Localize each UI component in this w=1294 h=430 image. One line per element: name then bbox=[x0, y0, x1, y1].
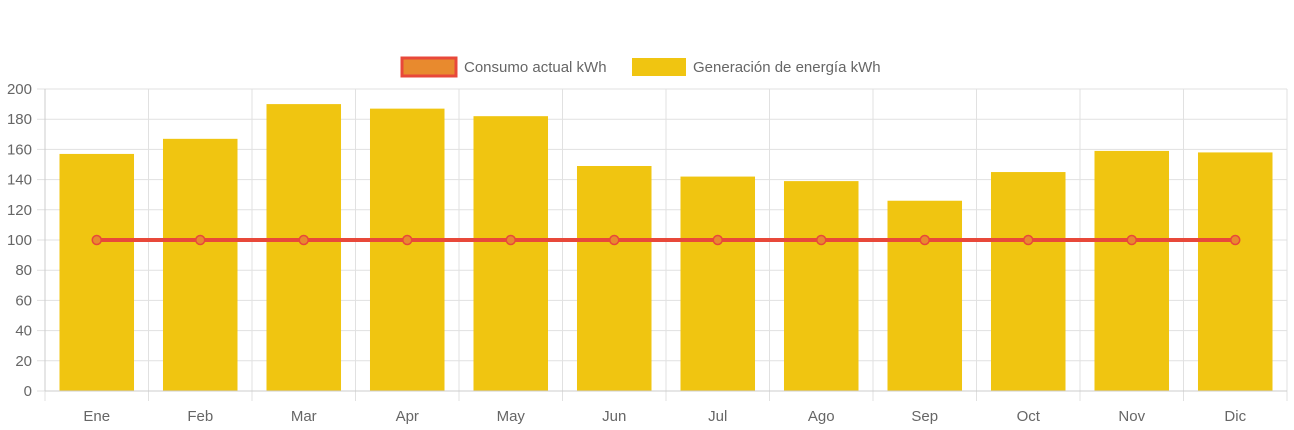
bar-ago[interactable] bbox=[783, 181, 859, 391]
line-point-mar[interactable] bbox=[298, 234, 309, 246]
x-axis: Ene Feb Mar Apr May Jun Jul Ago Sep Oct Nov Dic bbox=[45, 390, 1287, 425]
y-tick-label: 200 bbox=[7, 81, 32, 98]
x-tick-label: Apr bbox=[396, 408, 419, 425]
bar-feb[interactable] bbox=[162, 138, 238, 391]
y-tick-label: 120 bbox=[7, 202, 32, 219]
x-tick-label: Mar bbox=[291, 408, 317, 425]
y-tick-label: 80 bbox=[15, 262, 32, 279]
line-point-feb[interactable] bbox=[195, 234, 206, 246]
y-tick-label: 0 bbox=[24, 383, 32, 400]
x-tick-label: Feb bbox=[187, 408, 213, 425]
x-tick-label: Jun bbox=[602, 408, 626, 425]
line-point-ene[interactable] bbox=[91, 234, 102, 246]
line-point-nov[interactable] bbox=[1126, 234, 1137, 246]
x-tick-label: Jul bbox=[708, 408, 727, 425]
line-point-jun[interactable] bbox=[609, 234, 620, 246]
y-tick-label: 160 bbox=[7, 141, 32, 158]
legend-label-generacion: Generación de energía kWh bbox=[693, 59, 881, 76]
line-point-ago[interactable] bbox=[816, 234, 827, 246]
line-point-apr[interactable] bbox=[402, 234, 413, 246]
bar-apr[interactable] bbox=[369, 108, 445, 391]
bar-sep[interactable] bbox=[887, 200, 963, 391]
x-tick-label: May bbox=[497, 408, 526, 425]
x-tick-label: Ene bbox=[83, 408, 110, 425]
legend-item-consumo[interactable]: Consumo actual kWh bbox=[400, 56, 607, 78]
line-point-dic[interactable] bbox=[1230, 234, 1241, 246]
legend-swatch-consumo bbox=[400, 56, 458, 78]
line-point-may[interactable] bbox=[505, 234, 516, 246]
bar-jun[interactable] bbox=[576, 166, 652, 391]
y-axis: 0 20 40 60 80 100 120 140 160 180 200 bbox=[7, 81, 46, 400]
legend-item-generacion[interactable]: Generación de energía kWh bbox=[632, 58, 881, 76]
bar-may[interactable] bbox=[473, 116, 549, 392]
y-tick-label: 60 bbox=[15, 292, 32, 309]
legend-swatch-generacion bbox=[632, 58, 686, 76]
y-tick-label: 20 bbox=[15, 353, 32, 370]
bar-jul[interactable] bbox=[680, 176, 756, 391]
x-tick-label: Sep bbox=[911, 408, 938, 425]
legend-label-consumo: Consumo actual kWh bbox=[464, 59, 607, 76]
line-point-jul[interactable] bbox=[712, 234, 723, 246]
x-tick-label: Nov bbox=[1118, 408, 1145, 425]
bar-oct[interactable] bbox=[990, 172, 1066, 391]
x-tick-label: Ago bbox=[808, 408, 835, 425]
bar-mar[interactable] bbox=[266, 104, 342, 391]
line-point-sep[interactable] bbox=[919, 234, 930, 246]
bar-ene[interactable] bbox=[59, 153, 135, 391]
line-series bbox=[91, 234, 1241, 246]
y-tick-label: 180 bbox=[7, 111, 32, 128]
bar-series bbox=[59, 104, 1273, 392]
y-tick-label: 100 bbox=[7, 232, 32, 249]
line-point-oct[interactable] bbox=[1023, 234, 1034, 246]
legend: Consumo actual kWh Generación de energía… bbox=[400, 56, 881, 78]
y-tick-label: 140 bbox=[7, 172, 32, 189]
bar-dic[interactable] bbox=[1197, 152, 1273, 391]
bar-nov[interactable] bbox=[1094, 150, 1170, 391]
x-tick-label: Dic bbox=[1224, 408, 1246, 425]
y-tick-label: 40 bbox=[15, 323, 32, 340]
x-tick-label: Oct bbox=[1017, 408, 1041, 425]
